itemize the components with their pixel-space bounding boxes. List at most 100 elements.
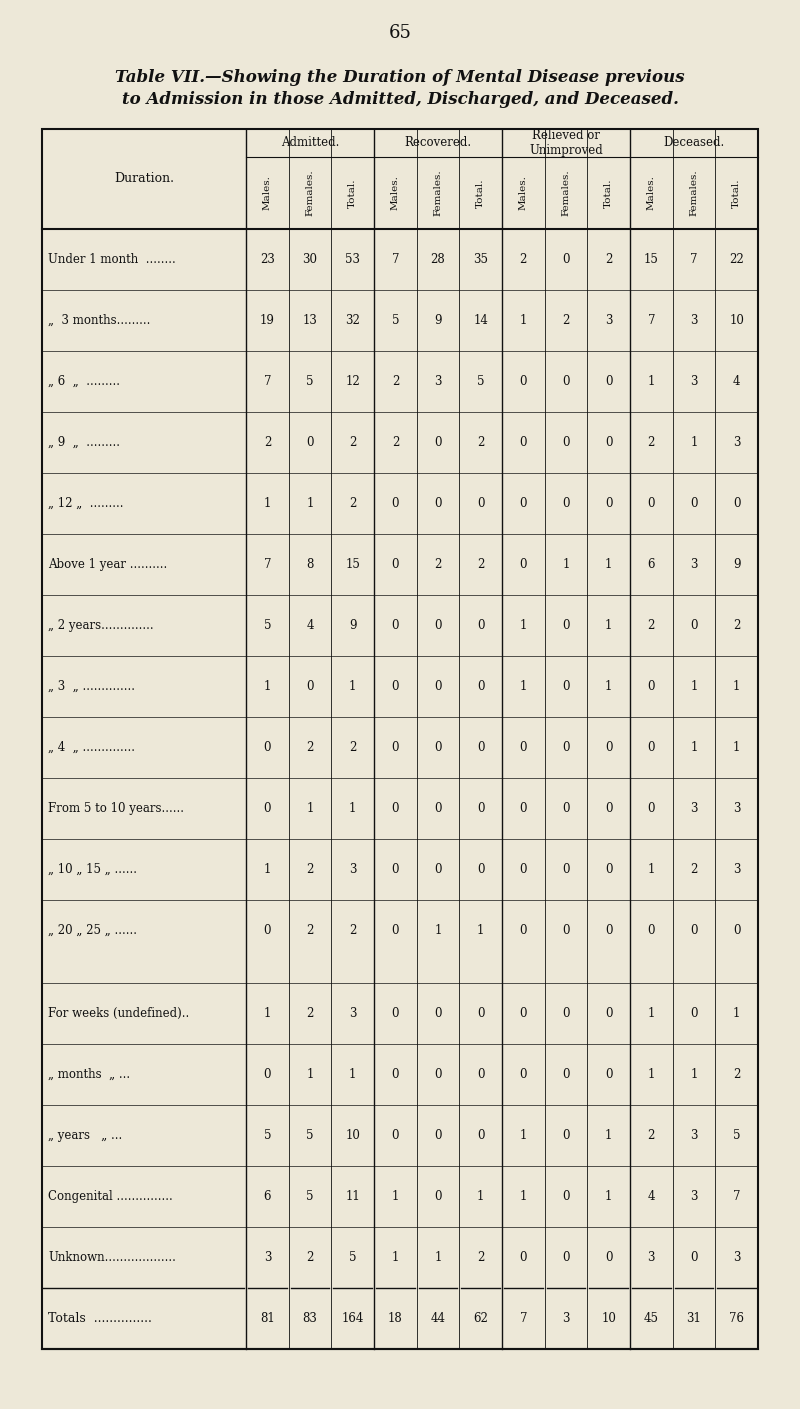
Text: 0: 0 — [434, 497, 442, 510]
Text: 1: 1 — [562, 558, 570, 571]
Text: 5: 5 — [306, 1191, 314, 1203]
Text: 12: 12 — [346, 375, 360, 387]
Text: 1: 1 — [690, 741, 698, 754]
Text: 14: 14 — [474, 314, 488, 327]
Text: 1: 1 — [349, 681, 357, 693]
Text: 1: 1 — [648, 1007, 655, 1020]
Text: 1: 1 — [648, 862, 655, 876]
Text: Females.: Females. — [562, 169, 570, 217]
Text: 5: 5 — [264, 619, 271, 633]
Text: 0: 0 — [562, 741, 570, 754]
Text: 9: 9 — [733, 558, 741, 571]
Text: Females.: Females. — [690, 169, 698, 217]
Text: 0: 0 — [647, 497, 655, 510]
Text: 0: 0 — [477, 497, 485, 510]
Text: 9: 9 — [434, 314, 442, 327]
Text: 1: 1 — [733, 681, 740, 693]
Text: „ 4  „ ..............: „ 4 „ .............. — [48, 741, 135, 754]
Text: Above 1 year ..........: Above 1 year .......... — [48, 558, 167, 571]
Text: 1: 1 — [306, 802, 314, 814]
Text: 19: 19 — [260, 314, 275, 327]
Text: 3: 3 — [605, 314, 613, 327]
Text: 2: 2 — [648, 619, 655, 633]
Text: 1: 1 — [434, 1251, 442, 1264]
Text: 0: 0 — [562, 1129, 570, 1143]
Text: 45: 45 — [644, 1312, 659, 1324]
Text: For weeks (undefined)..: For weeks (undefined).. — [48, 1007, 190, 1020]
Text: 0: 0 — [477, 1068, 485, 1081]
Text: 0: 0 — [605, 924, 613, 937]
Text: 7: 7 — [392, 254, 399, 266]
Text: 0: 0 — [647, 924, 655, 937]
Text: 0: 0 — [647, 802, 655, 814]
Text: 3: 3 — [690, 558, 698, 571]
Text: 0: 0 — [733, 924, 741, 937]
Text: 0: 0 — [434, 1007, 442, 1020]
Text: 7: 7 — [647, 314, 655, 327]
Text: 0: 0 — [477, 802, 485, 814]
Text: 1: 1 — [520, 1129, 527, 1143]
Text: 1: 1 — [690, 435, 698, 449]
Text: 44: 44 — [430, 1312, 446, 1324]
Text: 0: 0 — [264, 1068, 271, 1081]
Text: 3: 3 — [690, 375, 698, 387]
Text: 9: 9 — [349, 619, 357, 633]
Text: 35: 35 — [473, 254, 488, 266]
Text: 0: 0 — [434, 681, 442, 693]
Text: 0: 0 — [520, 1007, 527, 1020]
Text: From 5 to 10 years......: From 5 to 10 years...... — [48, 802, 184, 814]
Text: 0: 0 — [392, 924, 399, 937]
Text: 5: 5 — [306, 375, 314, 387]
Text: 3: 3 — [733, 435, 741, 449]
Text: 7: 7 — [690, 254, 698, 266]
Text: 1: 1 — [434, 924, 442, 937]
Text: Males.: Males. — [519, 176, 528, 210]
Text: 0: 0 — [306, 681, 314, 693]
Text: 0: 0 — [392, 619, 399, 633]
Text: Congenital ...............: Congenital ............... — [48, 1191, 173, 1203]
Text: 0: 0 — [392, 802, 399, 814]
Text: 0: 0 — [647, 681, 655, 693]
Text: 1: 1 — [349, 1068, 357, 1081]
Text: „ 10 „ 15 „ ......: „ 10 „ 15 „ ...... — [48, 862, 137, 876]
Text: 2: 2 — [349, 435, 357, 449]
Text: 0: 0 — [520, 435, 527, 449]
Text: 0: 0 — [477, 1007, 485, 1020]
Text: Total.: Total. — [604, 179, 613, 207]
Text: „  3 months.........: „ 3 months......... — [48, 314, 150, 327]
Text: 3: 3 — [733, 1251, 741, 1264]
Text: Males.: Males. — [647, 176, 656, 210]
Text: 0: 0 — [264, 741, 271, 754]
Text: 0: 0 — [605, 862, 613, 876]
Text: Unknown...................: Unknown................... — [48, 1251, 176, 1264]
Text: Females.: Females. — [306, 169, 314, 217]
Text: 5: 5 — [477, 375, 485, 387]
Text: 2: 2 — [392, 375, 399, 387]
Text: 1: 1 — [690, 1068, 698, 1081]
Text: „ 9  „  .........: „ 9 „ ......... — [48, 435, 120, 449]
Text: 0: 0 — [392, 862, 399, 876]
Text: 1: 1 — [520, 619, 527, 633]
Text: 0: 0 — [605, 1007, 613, 1020]
Text: 15: 15 — [644, 254, 658, 266]
Text: 0: 0 — [477, 681, 485, 693]
Text: 1: 1 — [264, 1007, 271, 1020]
Text: 0: 0 — [520, 741, 527, 754]
Text: 22: 22 — [730, 254, 744, 266]
Text: 5: 5 — [392, 314, 399, 327]
Text: 0: 0 — [562, 497, 570, 510]
Text: Females.: Females. — [434, 169, 442, 217]
Text: „ 2 years..............: „ 2 years.............. — [48, 619, 154, 633]
Text: 0: 0 — [477, 862, 485, 876]
Text: 1: 1 — [733, 741, 740, 754]
Text: Total.: Total. — [348, 179, 358, 207]
Text: 0: 0 — [690, 497, 698, 510]
Text: to Admission in those Admitted, Discharged, and Deceased.: to Admission in those Admitted, Discharg… — [122, 92, 678, 108]
Text: 0: 0 — [520, 862, 527, 876]
Text: 2: 2 — [520, 254, 527, 266]
Text: 0: 0 — [562, 375, 570, 387]
Text: 11: 11 — [346, 1191, 360, 1203]
Text: 2: 2 — [733, 619, 740, 633]
Text: „ 20 „ 25 „ ......: „ 20 „ 25 „ ...... — [48, 924, 137, 937]
Text: 0: 0 — [733, 497, 741, 510]
